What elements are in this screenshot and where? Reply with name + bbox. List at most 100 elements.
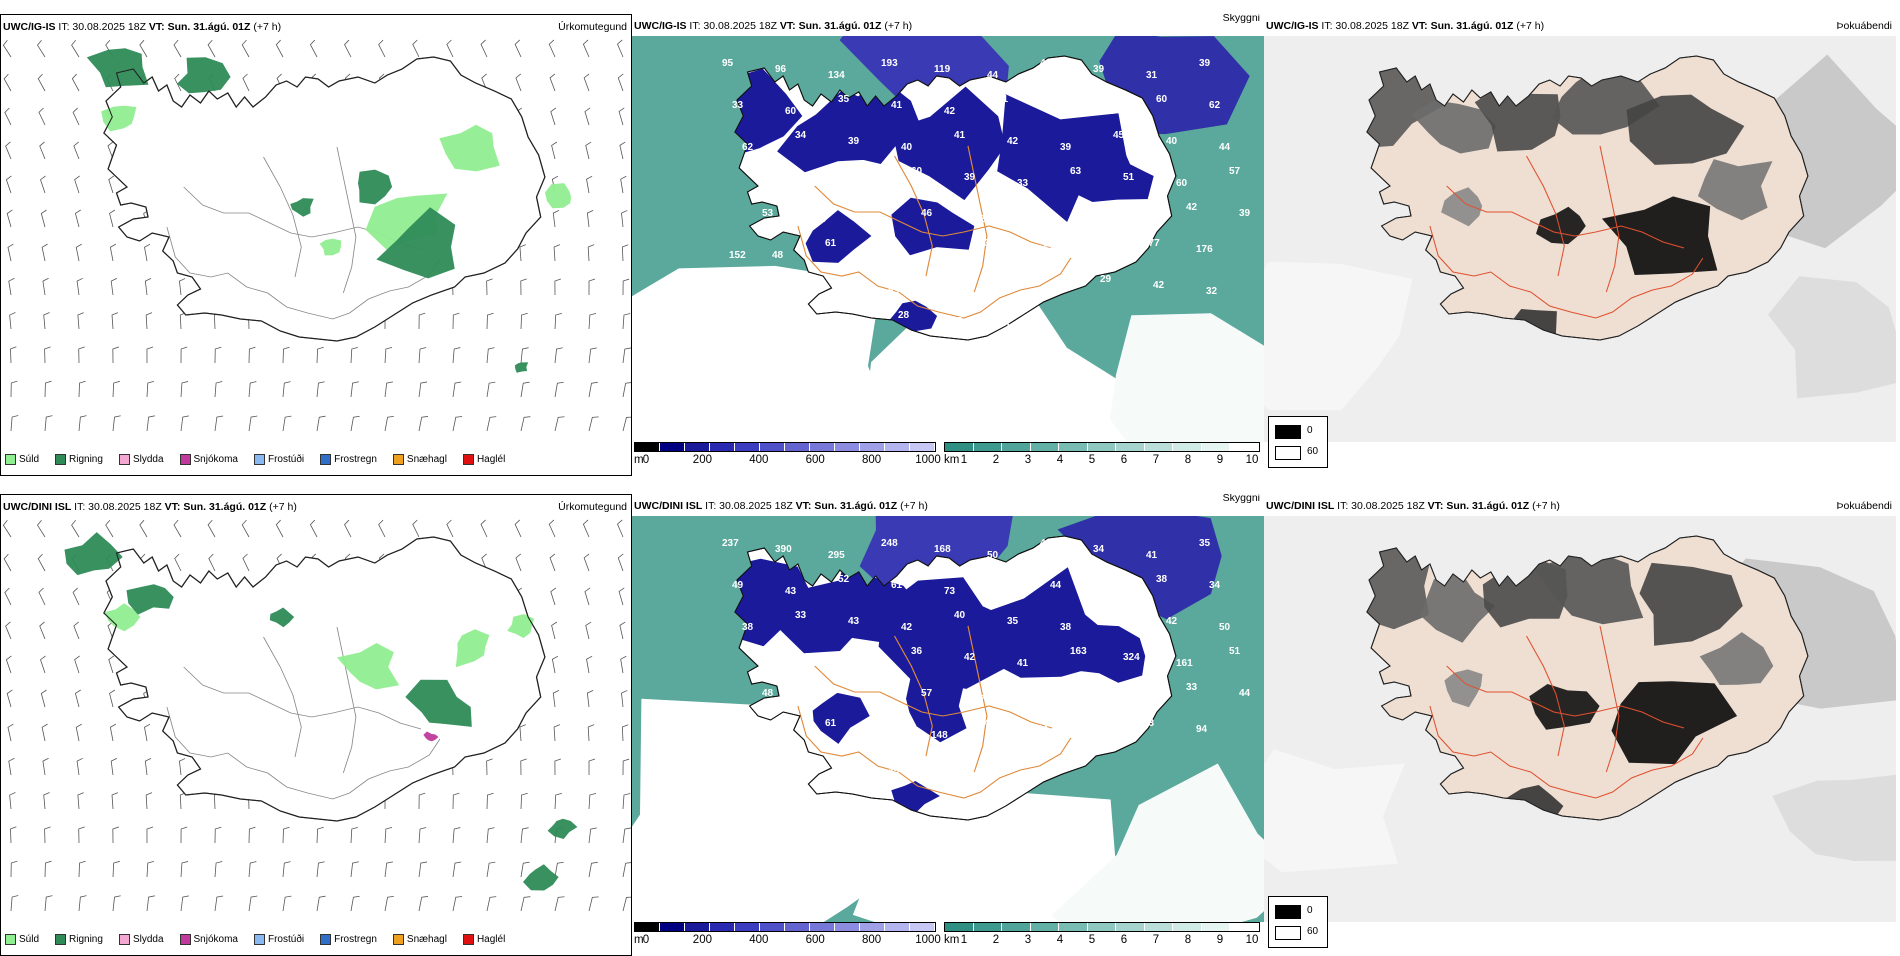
wind-barb bbox=[309, 519, 318, 538]
visibility-label: 45 bbox=[888, 766, 900, 777]
wind-barb bbox=[73, 141, 80, 160]
wind-barb bbox=[588, 861, 598, 878]
wind-barb bbox=[9, 312, 16, 330]
low-visibility-area bbox=[805, 210, 872, 263]
wind-barb bbox=[41, 243, 48, 262]
wind-barb bbox=[520, 861, 530, 878]
legend-label: Slydda bbox=[132, 453, 164, 465]
visibility-label: 47 bbox=[984, 718, 996, 729]
colorbar-bin bbox=[1201, 443, 1231, 451]
visibility-label: 168 bbox=[934, 544, 951, 555]
iceland-coastline bbox=[1366, 55, 1809, 341]
fog-area bbox=[1699, 632, 1774, 685]
wind-barb bbox=[111, 312, 119, 330]
visibility-label: 134 bbox=[828, 70, 845, 81]
low-visibility-area bbox=[891, 197, 975, 256]
wind-barb bbox=[316, 381, 325, 398]
fog-key-label-0: 0 bbox=[1307, 425, 1313, 436]
wind-barb bbox=[78, 860, 86, 878]
colorbar-tick-label: 800 bbox=[862, 454, 882, 466]
visibility-label: 46 bbox=[921, 208, 933, 219]
visibility-label: 47 bbox=[1133, 214, 1145, 225]
fog-key-swatch-0 bbox=[1275, 905, 1301, 919]
wind-barb bbox=[146, 346, 154, 364]
colorbar-tick-label: 1000 bbox=[915, 454, 941, 466]
wind-barb bbox=[620, 175, 627, 194]
wind-barb bbox=[554, 347, 563, 364]
wind-barb bbox=[622, 347, 631, 364]
visibility-label: 48 bbox=[762, 688, 774, 699]
wind-barb bbox=[520, 278, 527, 296]
visibility-label: 35 bbox=[838, 94, 850, 105]
legend-item-6: Snæhagl bbox=[392, 453, 447, 465]
wind-barb bbox=[552, 690, 560, 708]
wind-barb bbox=[40, 175, 46, 194]
wind-barb bbox=[44, 826, 51, 844]
wind-barb bbox=[622, 793, 631, 810]
wind-barb bbox=[520, 416, 531, 432]
wind-barb bbox=[6, 209, 13, 228]
iceland-coastline bbox=[1366, 535, 1809, 821]
wind-barb bbox=[112, 895, 121, 912]
wind-barb bbox=[4, 107, 12, 126]
colorbar-bin bbox=[860, 923, 885, 931]
visibility-label: 42 bbox=[1166, 616, 1178, 627]
legend-item-2: Slydda bbox=[118, 933, 164, 945]
legend-swatch bbox=[5, 933, 16, 945]
visibility-label: 44 bbox=[987, 70, 999, 81]
fog-area bbox=[1411, 100, 1496, 154]
wind-barb bbox=[418, 347, 427, 364]
visibility-label: 60 bbox=[1156, 94, 1168, 105]
colorbar-bin bbox=[1144, 923, 1174, 931]
precip-area bbox=[126, 584, 174, 615]
visibility-label: 57 bbox=[974, 694, 986, 705]
wind-barb bbox=[242, 73, 250, 92]
visibility-label: 60 bbox=[1176, 178, 1188, 189]
wind-barb bbox=[282, 346, 290, 364]
wind-barb bbox=[554, 381, 564, 398]
colorbar-tick-label: 400 bbox=[749, 454, 769, 466]
visibility-label: 50 bbox=[805, 652, 817, 663]
colorbar-tick-label: 9 bbox=[1216, 934, 1224, 946]
colorbar-bin bbox=[1116, 443, 1145, 451]
wind-barb bbox=[617, 39, 624, 58]
visibility-label: 32 bbox=[1206, 286, 1218, 297]
wind-barb bbox=[112, 380, 120, 398]
wind-barb bbox=[586, 690, 594, 708]
legend-item-4: Frostúði bbox=[253, 453, 304, 465]
legend-swatch bbox=[392, 933, 404, 945]
visibility-label: 64 bbox=[1103, 106, 1115, 117]
wind-barb bbox=[146, 895, 155, 912]
product-name: Úrkomutegund bbox=[558, 501, 627, 513]
colorbar-bin bbox=[945, 443, 974, 451]
wind-barb bbox=[515, 553, 522, 572]
wind-barb bbox=[486, 381, 496, 398]
colorbar-bin bbox=[1087, 923, 1117, 931]
wind-barb bbox=[108, 655, 115, 674]
wind-barb bbox=[587, 244, 595, 262]
wind-barb bbox=[520, 896, 531, 912]
road-network bbox=[166, 626, 441, 800]
wind-barb bbox=[486, 827, 495, 844]
legend-label: Frostregn bbox=[334, 933, 377, 945]
wind-barb bbox=[74, 689, 81, 708]
visibility-label: 40 bbox=[1166, 136, 1178, 147]
visibility-label: 40 bbox=[1080, 688, 1092, 699]
colorbar-tick-label: 4 bbox=[1056, 934, 1064, 946]
colorbar-bin bbox=[1201, 923, 1231, 931]
wind-barb bbox=[384, 827, 393, 844]
visibility-panel-top: UWC/IG-IS IT: 30.08.2025 18Z VT: Sun. 31… bbox=[632, 14, 1264, 476]
colorbar-bin bbox=[685, 923, 710, 931]
legend-swatch bbox=[392, 453, 404, 465]
wind-barb bbox=[144, 278, 152, 296]
wind-barb bbox=[2, 520, 12, 538]
wind-barb bbox=[75, 243, 82, 262]
colorbar-tick-label: 2 bbox=[992, 454, 1000, 466]
visibility-label: 61 bbox=[825, 718, 837, 729]
visibility-label: 37 bbox=[805, 172, 817, 183]
visibility-label: 45 bbox=[1103, 586, 1115, 597]
wind-barb bbox=[110, 277, 118, 296]
colorbar-bin bbox=[860, 443, 885, 451]
precip-area bbox=[64, 532, 123, 576]
wind-barb bbox=[144, 758, 152, 776]
